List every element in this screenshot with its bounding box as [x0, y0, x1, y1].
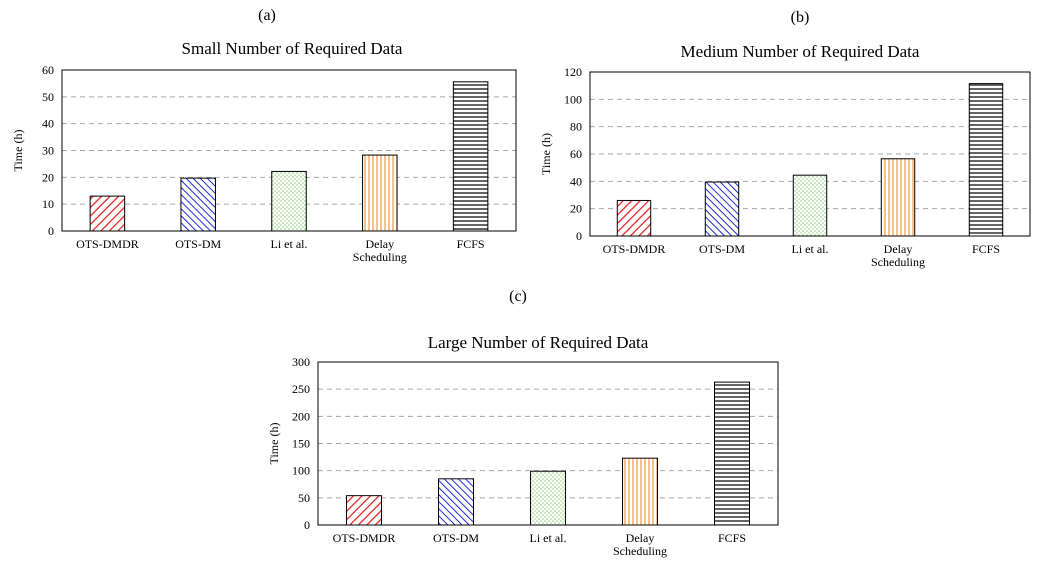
chart-c-bar-ots-dmdr — [346, 495, 382, 526]
chart-c: 0 50 100 150 200 250 300 OTS-DMDR OTS-DM Li et al… — [267, 355, 779, 558]
chart-a-xtick-label: OTS-DMDR — [76, 237, 139, 251]
chart-c-xtick-label: OTS-DMDR — [333, 531, 396, 545]
chart-a-plot-frame — [61, 69, 517, 232]
chart-c-y-axis-label: Time (h) — [267, 423, 281, 465]
chart-a-bar-ots-dm — [180, 177, 216, 232]
chart-b-ytick-label: 20 — [570, 202, 582, 216]
chart-a-bar-ots-dmdr — [89, 195, 126, 232]
chart-a-ytick-label: 40 — [42, 117, 54, 131]
chart-b: 0 20 40 60 80 100 120 OTS-DMDR OTS-DM Li et al. De… — [539, 65, 1031, 269]
chart-c-ytick-label: 200 — [292, 409, 310, 423]
chart-b-bar-li-et-al — [792, 174, 828, 237]
chart-b-xtick-label: OTS-DM — [699, 242, 745, 256]
chart-b-bar-ots-dm — [704, 181, 740, 237]
chart-c-ytick-label: 250 — [292, 382, 310, 396]
chart-b-xtick-label: FCFS — [972, 242, 1000, 256]
chart-c-ytick-label: 50 — [298, 491, 310, 505]
chart-a-xtick-label: Delay Scheduling — [353, 237, 407, 264]
chart-c-plot-frame — [317, 361, 779, 526]
chart-a-title: Small Number of Required Data — [182, 39, 403, 58]
chart-b-plot-frame — [589, 71, 1031, 237]
chart-c-xtick-label: OTS-DM — [433, 531, 479, 545]
chart-a-xtick-label: OTS-DM — [175, 237, 221, 251]
chart-c-bar-delay-scheduling — [622, 457, 658, 526]
chart-a-y-axis-label: Time (h) — [11, 130, 25, 172]
chart-c-bar-ots-dm — [438, 478, 474, 526]
chart-b-xtick-label: OTS-DMDR — [603, 242, 666, 256]
chart-b-ytick-label: 0 — [576, 229, 582, 243]
chart-c-ytick-label: 300 — [292, 355, 310, 369]
chart-b-ytick-label: 100 — [564, 92, 582, 106]
chart-a-ytick-label: 20 — [42, 170, 54, 184]
chart-c-bar-fcfs — [714, 381, 750, 526]
chart-b-y-axis-label: Time (h) — [539, 133, 553, 175]
chart-a-bar-delay-scheduling — [362, 154, 398, 232]
chart-b-ytick-label: 40 — [570, 174, 582, 188]
chart-a-ytick-label: 30 — [42, 144, 54, 158]
panel-label-a: (a) — [258, 7, 276, 24]
chart-c-bar-li-et-al — [530, 470, 566, 526]
chart-a-ytick-label: 0 — [48, 224, 54, 238]
chart-b-title: Medium Number of Required Data — [681, 42, 920, 61]
chart-a-bar-li-et-al — [271, 170, 307, 232]
chart-c-title: Large Number of Required Data — [428, 333, 649, 352]
chart-b-bar-ots-dmdr — [616, 199, 652, 237]
chart-c-xtick-label: FCFS — [718, 531, 746, 545]
panel-label-c: (c) — [509, 288, 527, 305]
chart-a-ytick-label: 10 — [42, 197, 54, 211]
chart-b-ytick-label: 80 — [570, 120, 582, 134]
chart-a-ytick-label: 60 — [42, 63, 54, 77]
chart-a-xtick-label: Li et al. — [271, 237, 308, 251]
chart-b-ytick-label: 120 — [564, 65, 582, 79]
chart-b-xtick-label: Li et al. — [792, 242, 829, 256]
chart-a-xtick-label: FCFS — [457, 237, 485, 251]
chart-c-xtick-label: Li et al. — [530, 531, 567, 545]
chart-c-ytick-label: 0 — [304, 518, 310, 532]
chart-c-ytick-label: 100 — [292, 464, 310, 478]
chart-b-xtick-label: Delay Scheduling — [871, 242, 925, 269]
chart-b-ytick-label: 60 — [570, 147, 582, 161]
chart-a-bar-fcfs — [452, 81, 489, 232]
chart-c-ytick-label: 150 — [292, 437, 310, 451]
chart-b-bar-fcfs — [968, 83, 1004, 237]
chart-b-bar-delay-scheduling — [880, 158, 916, 237]
chart-c-xtick-label: Delay Scheduling — [613, 531, 667, 558]
chart-a: 0 10 20 30 40 50 60 OTS-DMDR OTS-DM Li et al. Dela… — [11, 63, 517, 264]
chart-a-ytick-label: 50 — [42, 90, 54, 104]
panel-label-b: (b) — [791, 9, 810, 26]
